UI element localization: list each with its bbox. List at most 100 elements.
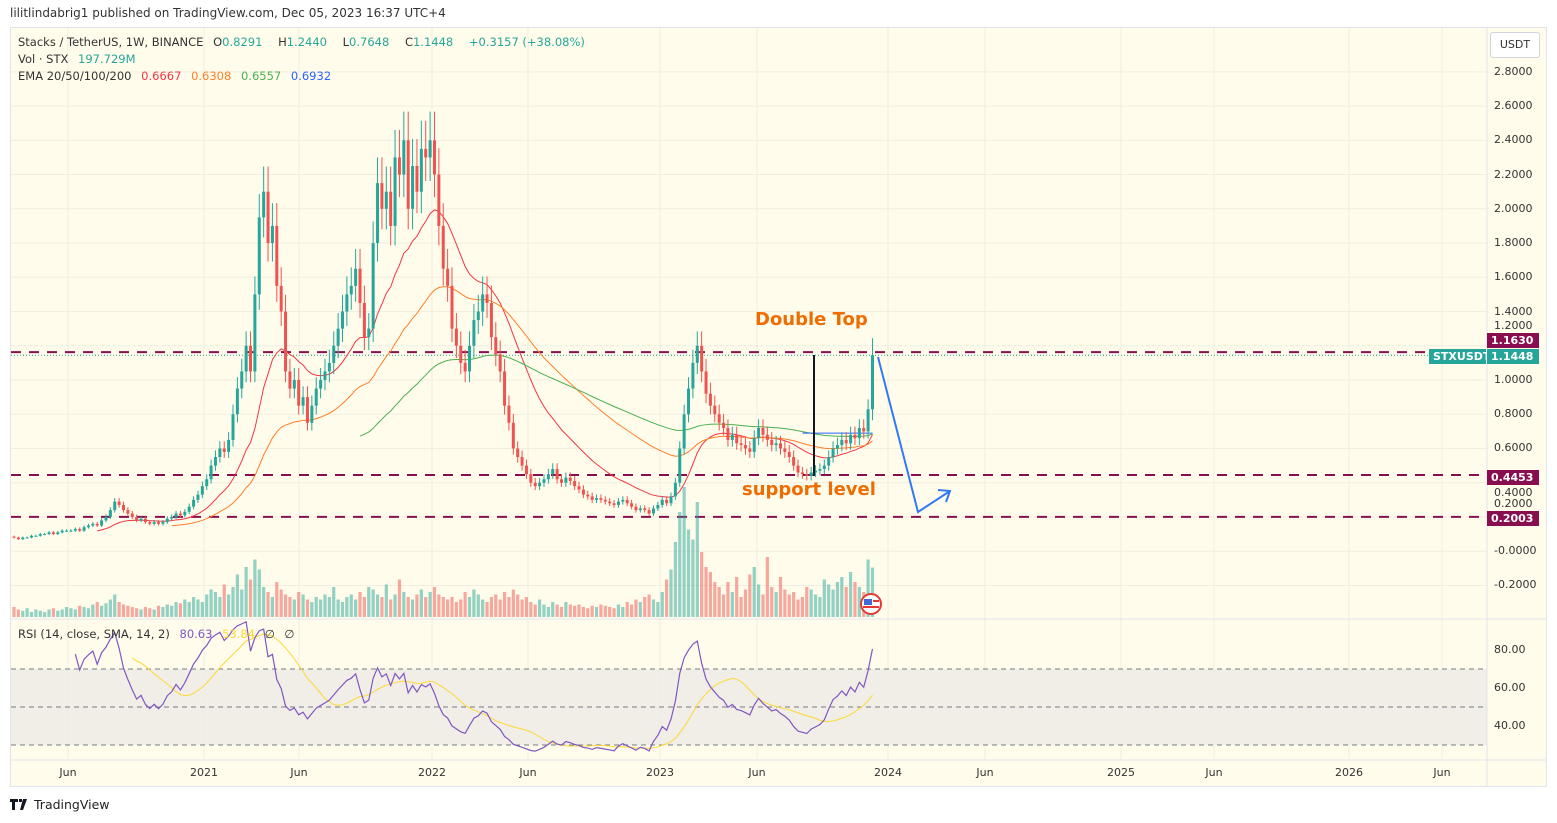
candle-body <box>253 294 257 372</box>
price-axis-label: 0.6000 <box>1494 441 1533 455</box>
candle-body <box>349 285 353 295</box>
volume-bar <box>170 605 174 617</box>
candle-body <box>301 397 305 406</box>
candle-body <box>783 448 787 452</box>
volume-bar <box>770 587 774 617</box>
volume-bar <box>568 604 572 617</box>
candle-body <box>678 448 682 483</box>
volume-bar <box>853 582 857 617</box>
volume-bar <box>196 599 200 617</box>
rsi-lines <box>74 620 874 752</box>
candle-body <box>441 225 445 269</box>
horizontal-levels <box>11 351 1487 518</box>
candle-body <box>108 510 112 517</box>
volume-bar <box>831 589 835 617</box>
volume-bar <box>340 602 345 617</box>
candle-body <box>428 140 432 158</box>
volume-bar <box>406 597 410 617</box>
symbol-legend[interactable]: Stacks / TetherUS, 1W, BINANCE O0.8291 H… <box>18 35 591 49</box>
candle-body <box>630 503 634 507</box>
volume-bar <box>56 610 60 617</box>
volume-bar <box>494 594 498 617</box>
volume-bar <box>586 608 590 617</box>
volume-bar <box>244 567 248 617</box>
volume-bar <box>713 582 717 617</box>
price-axis-label: 2.0000 <box>1494 201 1533 215</box>
ema-legend[interactable]: EMA 20/50/100/200 0.6667 0.6308 0.6557 0… <box>18 69 337 83</box>
volume-bar <box>148 608 152 617</box>
candle-body <box>757 427 761 439</box>
volume-bar <box>227 594 231 617</box>
volume-bar <box>100 605 104 617</box>
volume-bar <box>165 604 169 617</box>
volume-bar <box>310 602 314 617</box>
volume-legend[interactable]: Vol · STX 197.729M <box>18 52 142 66</box>
candle-body <box>275 225 279 286</box>
volume-bar <box>200 602 204 617</box>
candle-body <box>603 499 607 502</box>
candle-body <box>345 294 349 312</box>
candle-body <box>463 362 467 372</box>
volume-bar <box>551 602 555 617</box>
volume-bar <box>634 599 638 617</box>
rsi-legend[interactable]: RSI (14, close, SMA, 14, 2) 80.63 53.84 … <box>18 627 300 641</box>
time-axis-label: 2021 <box>190 766 218 779</box>
candle-body <box>643 508 647 511</box>
volume-bar <box>126 605 130 617</box>
double-top-annotation[interactable]: Double Top <box>755 309 868 330</box>
candle-body <box>235 388 239 415</box>
candle-body <box>187 506 191 512</box>
volume-bar <box>117 602 121 617</box>
volume-bar <box>857 587 861 617</box>
volume-bar <box>678 512 682 617</box>
support-price-tag: 0.4453 <box>1487 470 1539 485</box>
volume-bar <box>371 589 375 617</box>
candle-body <box>73 528 77 531</box>
candle-body <box>130 513 134 517</box>
volume-bar <box>415 594 419 617</box>
candle-body <box>485 294 489 303</box>
volume-bar <box>104 603 108 617</box>
chart-frame[interactable] <box>10 27 1547 787</box>
tradingview-logo-icon <box>10 798 27 810</box>
candle-body <box>30 535 34 538</box>
candle-body <box>397 157 401 175</box>
candle-body <box>774 443 778 446</box>
symbol-name: Stacks / TetherUS, 1W, BINANCE <box>18 35 204 49</box>
candle-body <box>341 311 344 329</box>
candle-body <box>748 448 752 452</box>
volume-bar <box>708 572 713 617</box>
candle-body <box>389 191 393 226</box>
candle-body <box>157 522 161 524</box>
candle-body <box>143 518 147 523</box>
volume-bar <box>691 539 695 617</box>
support-level-annotation[interactable]: support level <box>742 479 876 500</box>
volume-bars <box>12 487 875 617</box>
candle-body <box>647 510 651 514</box>
volume-bar <box>516 594 520 617</box>
volume-bar <box>498 599 502 617</box>
volume-bar <box>686 529 691 617</box>
candle-body <box>489 302 493 338</box>
volume-bar <box>835 582 840 617</box>
volume-bar <box>43 612 47 617</box>
volume-bar <box>665 579 669 617</box>
candle-body <box>60 530 64 533</box>
volume-bar <box>375 594 380 617</box>
candle-body <box>43 534 47 536</box>
lower-price-tag: 0.2003 <box>1487 511 1539 526</box>
volume-bar <box>809 589 813 617</box>
time-axis-label: Jun <box>748 766 766 779</box>
volume-bar <box>21 610 25 617</box>
rsi-levels <box>11 668 1487 746</box>
currency-button[interactable]: USDT <box>1490 32 1540 58</box>
volume-bar <box>410 599 415 617</box>
tradingview-logo[interactable]: TradingView <box>10 797 110 812</box>
candle-body <box>336 328 340 346</box>
volume-bar <box>629 604 634 617</box>
volume-bar <box>121 604 126 617</box>
candle-body <box>415 166 419 192</box>
volume-bar <box>367 587 371 617</box>
ema-50-line <box>171 286 873 527</box>
